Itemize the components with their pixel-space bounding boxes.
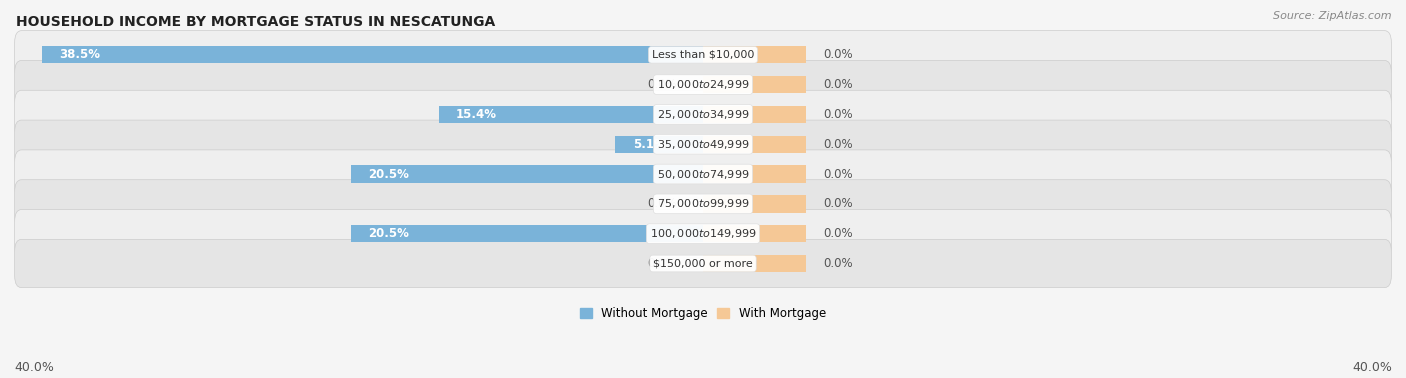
FancyBboxPatch shape [14, 180, 1392, 228]
Text: $75,000 to $99,999: $75,000 to $99,999 [657, 197, 749, 211]
Text: 15.4%: 15.4% [456, 108, 496, 121]
Bar [703, 225, 806, 242]
Bar [616, 136, 703, 153]
Bar [352, 225, 703, 242]
FancyBboxPatch shape [14, 31, 1392, 79]
Text: $150,000 or more: $150,000 or more [654, 259, 752, 268]
FancyBboxPatch shape [14, 120, 1392, 168]
Text: 5.1%: 5.1% [633, 138, 665, 151]
Text: 0.0%: 0.0% [823, 108, 853, 121]
Text: $100,000 to $149,999: $100,000 to $149,999 [650, 227, 756, 240]
Text: 0.0%: 0.0% [823, 227, 853, 240]
Text: 40.0%: 40.0% [14, 361, 53, 374]
Bar [703, 255, 806, 272]
Legend: Without Mortgage, With Mortgage: Without Mortgage, With Mortgage [575, 302, 831, 325]
FancyBboxPatch shape [14, 90, 1392, 139]
Bar [703, 76, 806, 93]
Text: $10,000 to $24,999: $10,000 to $24,999 [657, 78, 749, 91]
Bar [703, 106, 806, 123]
Bar [42, 46, 703, 64]
Bar [352, 166, 703, 183]
Text: 0.0%: 0.0% [823, 78, 853, 91]
Text: 0.0%: 0.0% [648, 197, 678, 211]
FancyBboxPatch shape [14, 209, 1392, 258]
Text: Less than $10,000: Less than $10,000 [652, 50, 754, 60]
Bar [439, 106, 703, 123]
Text: $50,000 to $74,999: $50,000 to $74,999 [657, 167, 749, 181]
Bar [703, 195, 806, 212]
Text: 20.5%: 20.5% [368, 227, 409, 240]
Text: 0.0%: 0.0% [823, 167, 853, 181]
Bar [703, 166, 806, 183]
Text: 0.0%: 0.0% [823, 138, 853, 151]
Text: 0.0%: 0.0% [823, 48, 853, 61]
Bar [703, 46, 806, 64]
Bar [703, 136, 806, 153]
Text: HOUSEHOLD INCOME BY MORTGAGE STATUS IN NESCATUNGA: HOUSEHOLD INCOME BY MORTGAGE STATUS IN N… [17, 15, 495, 29]
FancyBboxPatch shape [14, 239, 1392, 288]
Text: 40.0%: 40.0% [1353, 361, 1392, 374]
Text: 38.5%: 38.5% [59, 48, 100, 61]
FancyBboxPatch shape [14, 60, 1392, 109]
Text: $35,000 to $49,999: $35,000 to $49,999 [657, 138, 749, 151]
Text: 0.0%: 0.0% [648, 78, 678, 91]
Text: Source: ZipAtlas.com: Source: ZipAtlas.com [1274, 11, 1392, 21]
Text: $25,000 to $34,999: $25,000 to $34,999 [657, 108, 749, 121]
Text: 20.5%: 20.5% [368, 167, 409, 181]
Text: 0.0%: 0.0% [648, 257, 678, 270]
Text: 0.0%: 0.0% [823, 197, 853, 211]
Text: 0.0%: 0.0% [823, 257, 853, 270]
FancyBboxPatch shape [14, 150, 1392, 198]
